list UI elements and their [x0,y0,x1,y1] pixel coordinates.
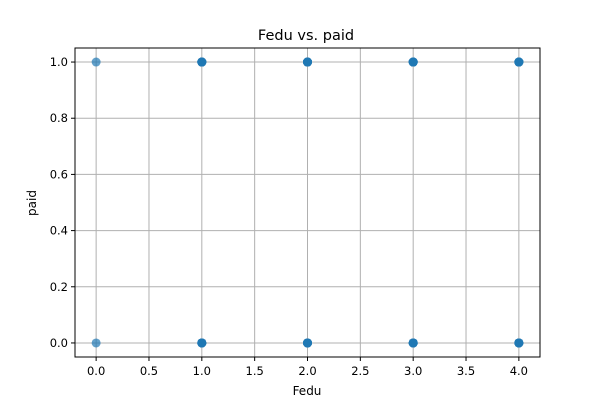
data-point [197,57,207,67]
x-tick-label: 2.0 [298,364,316,378]
x-tick-label: 0.0 [87,364,105,378]
x-tick-label: 3.0 [404,364,422,378]
y-axis-label: paid [25,190,39,216]
data-points [91,57,524,348]
chart-title: Fedu vs. paid [258,28,354,44]
x-tick-label: 1.0 [193,364,211,378]
data-point [514,338,524,348]
x-axis-ticks: 0.0 0.5 1.0 1.5 2.0 2.5 3.0 3.5 4.0 [87,357,528,378]
x-tick-label: 1.5 [246,364,264,378]
y-tick-label: 0.2 [50,280,68,294]
y-tick-label: 0.4 [50,224,68,238]
data-point [408,57,418,67]
y-tick-label: 0.8 [50,111,68,125]
data-point [408,338,418,348]
data-point [514,57,524,67]
y-axis-ticks: 0.0 0.2 0.4 0.6 0.8 1.0 [50,55,75,350]
x-tick-label: 0.5 [140,364,158,378]
data-point [91,57,101,67]
grid [75,48,540,357]
data-point [303,57,312,67]
y-tick-label: 0.0 [50,336,68,350]
x-tick-label: 3.5 [457,364,475,378]
data-point [303,338,312,348]
y-tick-label: 0.6 [50,167,68,181]
x-tick-label: 2.5 [351,364,369,378]
data-point [197,338,207,348]
y-tick-label: 1.0 [50,55,68,69]
x-tick-label: 4.0 [510,364,528,378]
x-axis-label: Fedu [293,384,322,398]
data-point [91,338,101,348]
